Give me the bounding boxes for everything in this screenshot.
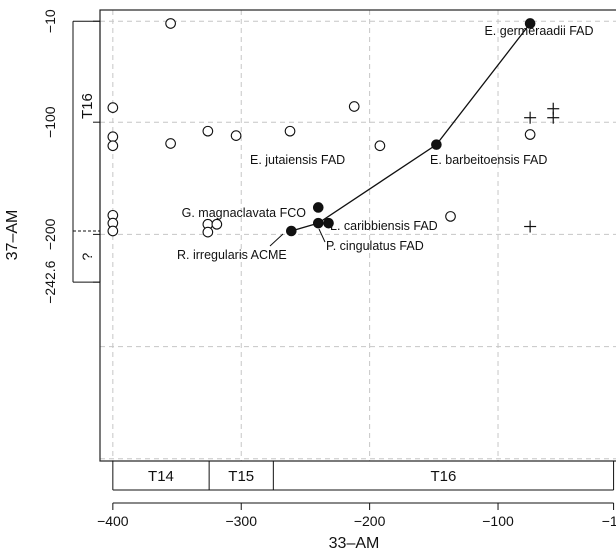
open-circle-point xyxy=(107,225,119,237)
event-labels: E. germeraadii FAD E. barbeitoensis FAD E.… xyxy=(177,24,594,262)
plot-frame xyxy=(99,9,616,462)
y-tick-label: −242.6 xyxy=(42,260,58,303)
x-zone-label: T14 xyxy=(148,468,174,485)
event-label: E. germeraadii FAD xyxy=(484,24,593,38)
x-tick-label: −200 xyxy=(354,513,386,529)
y-zone-label: T16 xyxy=(79,93,96,119)
open-circle-point xyxy=(107,102,119,113)
filled-event-point xyxy=(312,202,324,213)
cross-point xyxy=(547,111,560,124)
cross-point xyxy=(524,111,537,124)
open-circle-point xyxy=(202,125,214,137)
y-axis-title: 37–AM xyxy=(4,210,21,261)
x-tick-label: −300 xyxy=(225,513,257,529)
x-zone-label: T15 xyxy=(228,468,254,485)
event-label: E. barbeitoensis FAD xyxy=(430,153,547,167)
filled-event-point xyxy=(312,217,324,229)
event-label: P. cingulatus FAD xyxy=(326,239,424,253)
x-tick-label: −400 xyxy=(97,513,129,529)
y-tick-label: −100 xyxy=(42,106,58,138)
zone-brackets: T14 T15 T16 T16? xyxy=(72,20,615,491)
correlation-polyline xyxy=(291,23,531,232)
y-tick-label: −200 xyxy=(42,218,58,250)
open-circle-point xyxy=(165,18,176,29)
x-axis: −400 −300 −200 −100 −10 xyxy=(97,502,616,529)
open-circle-point xyxy=(348,101,360,112)
y-axis: −10 −100 −200 −242.6 xyxy=(42,9,101,304)
open-circle-point xyxy=(107,140,119,152)
open-circle-point xyxy=(107,131,119,143)
label-leader-line xyxy=(269,233,284,247)
open-circle-point xyxy=(284,125,296,137)
data-points xyxy=(107,18,560,238)
x-tick-label: −10 xyxy=(602,513,616,529)
open-circle-point xyxy=(202,226,214,238)
open-circle-point xyxy=(230,130,242,142)
x-tick-label: −100 xyxy=(482,513,514,529)
filled-event-point xyxy=(323,217,334,229)
x-zone-label: T16 xyxy=(431,468,457,485)
grid-lines xyxy=(100,10,616,461)
open-circle-point xyxy=(374,140,386,152)
cross-point xyxy=(524,220,537,233)
correlation-line xyxy=(291,23,531,232)
event-label: E. jutaiensis FAD xyxy=(250,153,345,167)
y-zone-label: ? xyxy=(79,252,95,260)
open-circle-point xyxy=(165,138,176,149)
event-label: L. caribbiensis FAD xyxy=(330,219,438,233)
event-label: R. irregularis ACME xyxy=(177,248,287,262)
open-circle-point xyxy=(524,129,536,140)
event-label: G. magnaclavata FCO xyxy=(182,206,307,220)
filled-event-point xyxy=(286,225,297,237)
x-axis-title: 33–AM xyxy=(329,535,380,552)
label-leader-line xyxy=(318,228,326,243)
filled-event-point xyxy=(431,139,442,150)
open-circle-point xyxy=(211,218,223,230)
y-tick-label: −10 xyxy=(42,9,58,33)
filled-event-point xyxy=(524,18,536,29)
open-circle-point xyxy=(445,211,456,222)
